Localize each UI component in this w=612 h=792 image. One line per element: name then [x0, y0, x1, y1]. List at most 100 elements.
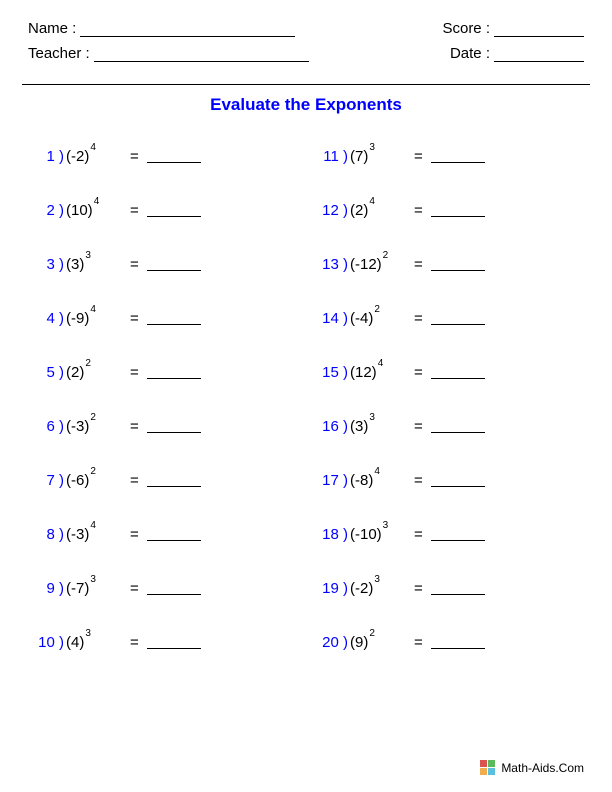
- base: (-10): [350, 526, 382, 543]
- answer-blank[interactable]: [431, 203, 485, 217]
- base: (-3): [66, 526, 89, 543]
- exponent: 3: [369, 142, 375, 153]
- expression: (-7)3: [66, 580, 130, 597]
- problem-row: 1 ) (-2)4=: [24, 129, 308, 183]
- problem-number: 8 ): [24, 526, 66, 543]
- problem-row: 12 ) (2)4=: [308, 183, 592, 237]
- equals-sign: =: [130, 634, 139, 651]
- answer-blank[interactable]: [147, 581, 201, 595]
- problem-number: 15 ): [308, 364, 350, 381]
- score-field: Score :: [442, 20, 584, 37]
- name-label: Name :: [28, 20, 76, 37]
- expression: (-10)3: [350, 526, 414, 543]
- answer-blank[interactable]: [431, 311, 485, 325]
- expression: (-4)2: [350, 310, 414, 327]
- problem-row: 16 ) (3)3=: [308, 399, 592, 453]
- problem-row: 5 ) (2)2=: [24, 345, 308, 399]
- problem-row: 6 ) (-3)2=: [24, 399, 308, 453]
- problem-number: 4 ): [24, 310, 66, 327]
- answer-blank[interactable]: [147, 635, 201, 649]
- exponent: 3: [374, 574, 380, 585]
- name-blank[interactable]: [80, 21, 295, 37]
- equals-sign: =: [414, 310, 423, 327]
- teacher-blank[interactable]: [94, 46, 309, 62]
- problem-row: 8 ) (-3)4=: [24, 507, 308, 561]
- base: (-9): [66, 310, 89, 327]
- equals-sign: =: [414, 418, 423, 435]
- problem-number: 14 ): [308, 310, 350, 327]
- equals-sign: =: [414, 580, 423, 597]
- problems-column-right: 11 ) (7)3=12 ) (2)4=13 ) (-12)2=14 ) (-4…: [308, 129, 592, 669]
- expression: (-8)4: [350, 472, 414, 489]
- equals-sign: =: [130, 148, 139, 165]
- teacher-label: Teacher :: [28, 45, 90, 62]
- exponent: 2: [90, 412, 96, 423]
- worksheet-header: Name : Score : Teacher : Date :: [0, 0, 612, 78]
- equals-sign: =: [414, 472, 423, 489]
- problem-number: 18 ): [308, 526, 350, 543]
- answer-blank[interactable]: [147, 203, 201, 217]
- logo-quad-2: [488, 760, 495, 767]
- exponent: 4: [90, 520, 96, 531]
- problem-number: 13 ): [308, 256, 350, 273]
- equals-sign: =: [414, 634, 423, 651]
- exponent: 3: [85, 628, 91, 639]
- expression: (-2)3: [350, 580, 414, 597]
- problem-row: 10 ) (4)3=: [24, 615, 308, 669]
- answer-blank[interactable]: [431, 581, 485, 595]
- answer-blank[interactable]: [431, 365, 485, 379]
- equals-sign: =: [130, 580, 139, 597]
- base: (12): [350, 364, 377, 381]
- answer-blank[interactable]: [431, 419, 485, 433]
- problems-container: 1 ) (-2)4=2 ) (10)4=3 ) (3)3=4 ) (-9)4=5…: [0, 129, 612, 669]
- problem-number: 5 ): [24, 364, 66, 381]
- exponent: 2: [383, 250, 389, 261]
- problems-column-left: 1 ) (-2)4=2 ) (10)4=3 ) (3)3=4 ) (-9)4=5…: [24, 129, 308, 669]
- problem-row: 2 ) (10)4=: [24, 183, 308, 237]
- equals-sign: =: [414, 364, 423, 381]
- exponent: 3: [369, 412, 375, 423]
- expression: (9)2: [350, 634, 414, 651]
- answer-blank[interactable]: [431, 527, 485, 541]
- base: (-8): [350, 472, 373, 489]
- equals-sign: =: [414, 256, 423, 273]
- expression: (-6)2: [66, 472, 130, 489]
- page-title: Evaluate the Exponents: [0, 95, 612, 115]
- answer-blank[interactable]: [147, 473, 201, 487]
- exponent: 4: [378, 358, 384, 369]
- problem-row: 7 ) (-6)2=: [24, 453, 308, 507]
- base: (-3): [66, 418, 89, 435]
- problem-row: 14 ) (-4)2=: [308, 291, 592, 345]
- problem-number: 16 ): [308, 418, 350, 435]
- problem-number: 2 ): [24, 202, 66, 219]
- answer-blank[interactable]: [431, 257, 485, 271]
- base: (-12): [350, 256, 382, 273]
- header-row-1: Name : Score :: [28, 20, 584, 37]
- problem-number: 9 ): [24, 580, 66, 597]
- date-blank[interactable]: [494, 46, 584, 62]
- answer-blank[interactable]: [147, 365, 201, 379]
- exponent: 4: [374, 466, 380, 477]
- date-field: Date :: [450, 45, 584, 62]
- equals-sign: =: [130, 472, 139, 489]
- header-divider: [22, 84, 590, 85]
- answer-blank[interactable]: [431, 473, 485, 487]
- expression: (-3)2: [66, 418, 130, 435]
- answer-blank[interactable]: [431, 635, 485, 649]
- score-blank[interactable]: [494, 21, 584, 37]
- answer-blank[interactable]: [147, 311, 201, 325]
- problem-number: 11 ): [308, 148, 350, 165]
- equals-sign: =: [130, 364, 139, 381]
- answer-blank[interactable]: [147, 527, 201, 541]
- problem-number: 12 ): [308, 202, 350, 219]
- answer-blank[interactable]: [147, 257, 201, 271]
- base: (-4): [350, 310, 373, 327]
- answer-blank[interactable]: [431, 149, 485, 163]
- problem-number: 20 ): [308, 634, 350, 651]
- problem-row: 20 ) (9)2=: [308, 615, 592, 669]
- problem-number: 6 ): [24, 418, 66, 435]
- answer-blank[interactable]: [147, 149, 201, 163]
- answer-blank[interactable]: [147, 419, 201, 433]
- exponent: 4: [369, 196, 375, 207]
- equals-sign: =: [130, 202, 139, 219]
